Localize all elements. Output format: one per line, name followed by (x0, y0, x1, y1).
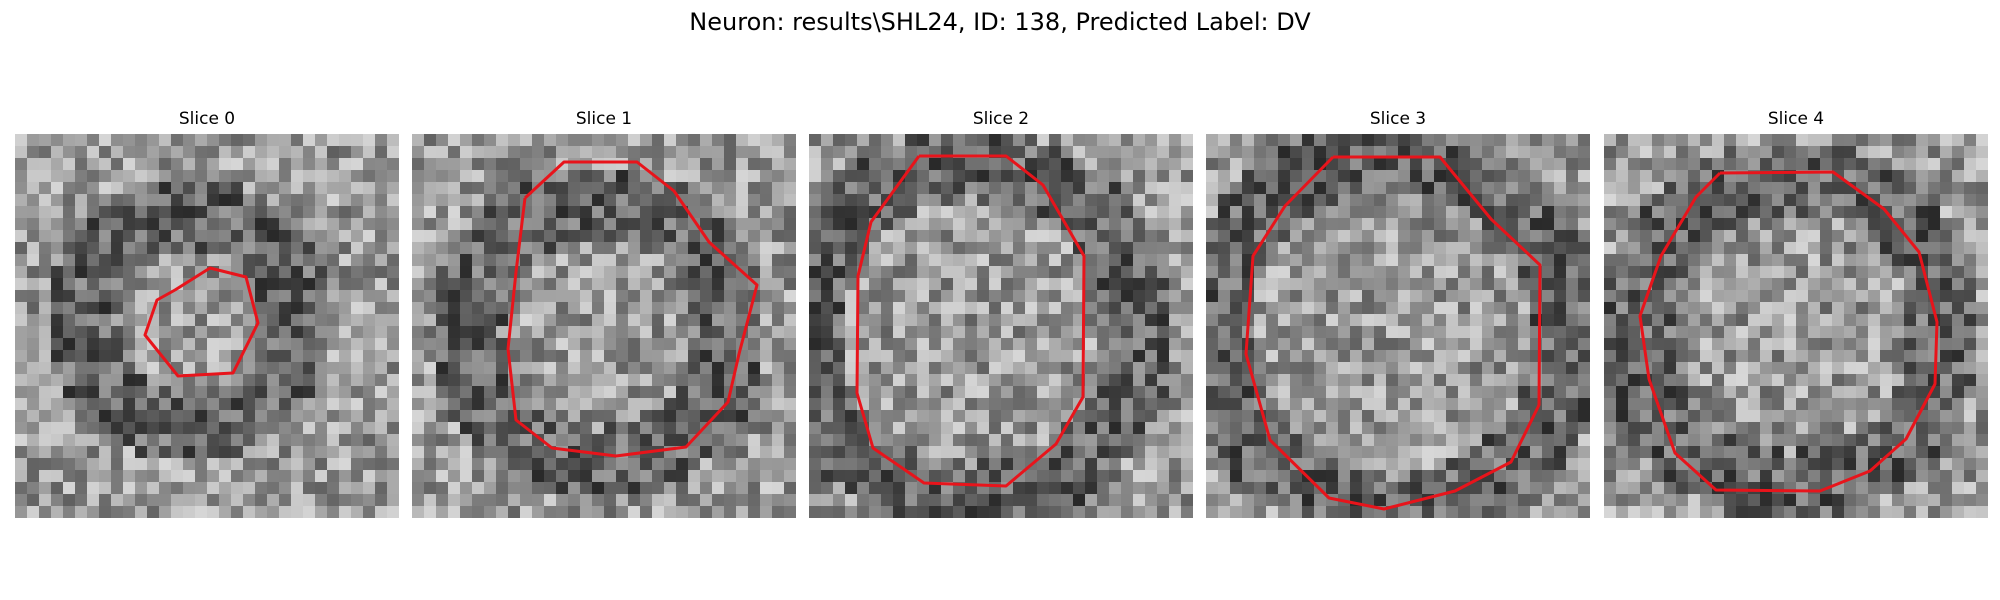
slice-image (809, 134, 1193, 518)
slice-title: Slice 3 (1369, 109, 1427, 129)
slice-panel-4: Slice 4 (1604, 108, 1988, 518)
figure-title: Neuron: results\SHL24, ID: 138, Predicte… (689, 8, 1311, 36)
segmentation-contour (855, 154, 1086, 488)
segmentation-contour (143, 266, 260, 378)
slice-title: Slice 4 (1767, 109, 1825, 129)
segmentation-contour (1244, 155, 1542, 511)
slice-panel-1: Slice 1 (412, 108, 796, 518)
slice-image (1604, 134, 1988, 518)
slice-title: Slice 2 (972, 109, 1030, 129)
slice-image (1206, 134, 1590, 518)
segmentation-contour (506, 160, 759, 458)
slice-panel-2: Slice 2 (809, 108, 1193, 518)
segmentation-contour (1638, 170, 1939, 493)
slice-title: Slice 1 (575, 109, 633, 129)
slice-title: Slice 0 (178, 109, 236, 129)
slice-panel-0: Slice 0 (15, 108, 399, 518)
slice-image (15, 134, 399, 518)
slice-panel-3: Slice 3 (1206, 108, 1590, 518)
slice-image (412, 134, 796, 518)
